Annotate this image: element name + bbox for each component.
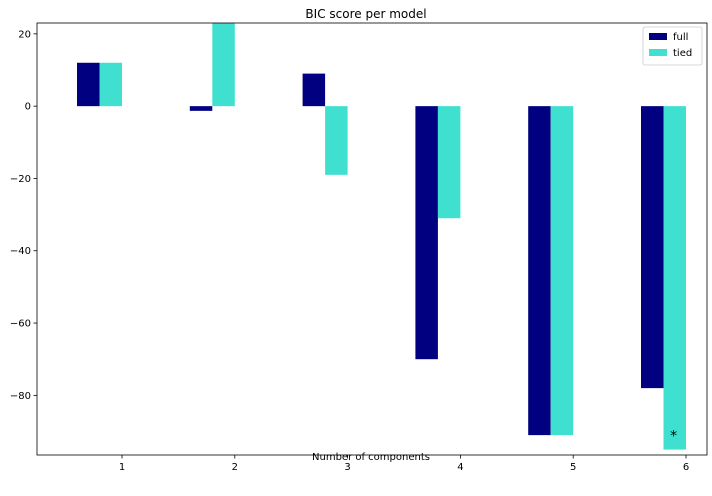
legend-swatch-tied [649, 49, 667, 56]
legend-swatch-full [649, 33, 667, 40]
chart-title: BIC score per model [305, 7, 426, 21]
bar-full-4 [415, 106, 438, 360]
legend: full tied [642, 26, 703, 66]
x-axis-label: Number of components [312, 452, 430, 463]
bar-full-6 [641, 106, 664, 389]
y-tick-label: −60 [10, 319, 31, 330]
bar-tied-1 [99, 62, 122, 107]
bar-full-2 [189, 106, 213, 111]
bar-full-5 [528, 106, 551, 436]
y-tick-label: 20 [18, 29, 31, 40]
x-tick-label: 1 [119, 462, 125, 473]
plot-frame [36, 22, 708, 456]
bar-tied-4 [437, 106, 461, 219]
x-tick-label: 2 [232, 462, 238, 473]
x-tick-label: 6 [683, 462, 689, 473]
x-tick-label: 3 [344, 462, 350, 473]
bar-tied-2 [212, 23, 235, 107]
legend-label-tied: tied [673, 48, 692, 59]
y-tick-label: −40 [10, 246, 31, 257]
y-tick-label: 0 [25, 102, 31, 113]
plot-area: 20 0 −20 −40 −60 −80 1 2 3 4 5 6 * [10, 22, 708, 473]
bar-tied-5 [550, 106, 574, 436]
x-tick-label: 4 [457, 462, 463, 473]
x-tick-label: 5 [570, 462, 576, 473]
legend-label-full: full [673, 32, 688, 43]
bar-full-1 [77, 62, 100, 107]
bar-full-3 [302, 73, 326, 107]
y-tick-label: −80 [10, 391, 31, 402]
best-model-marker: * [670, 429, 677, 445]
y-tick-label: −20 [10, 174, 31, 185]
bar-tied-6 [663, 106, 686, 450]
bar-tied-3 [325, 106, 348, 175]
